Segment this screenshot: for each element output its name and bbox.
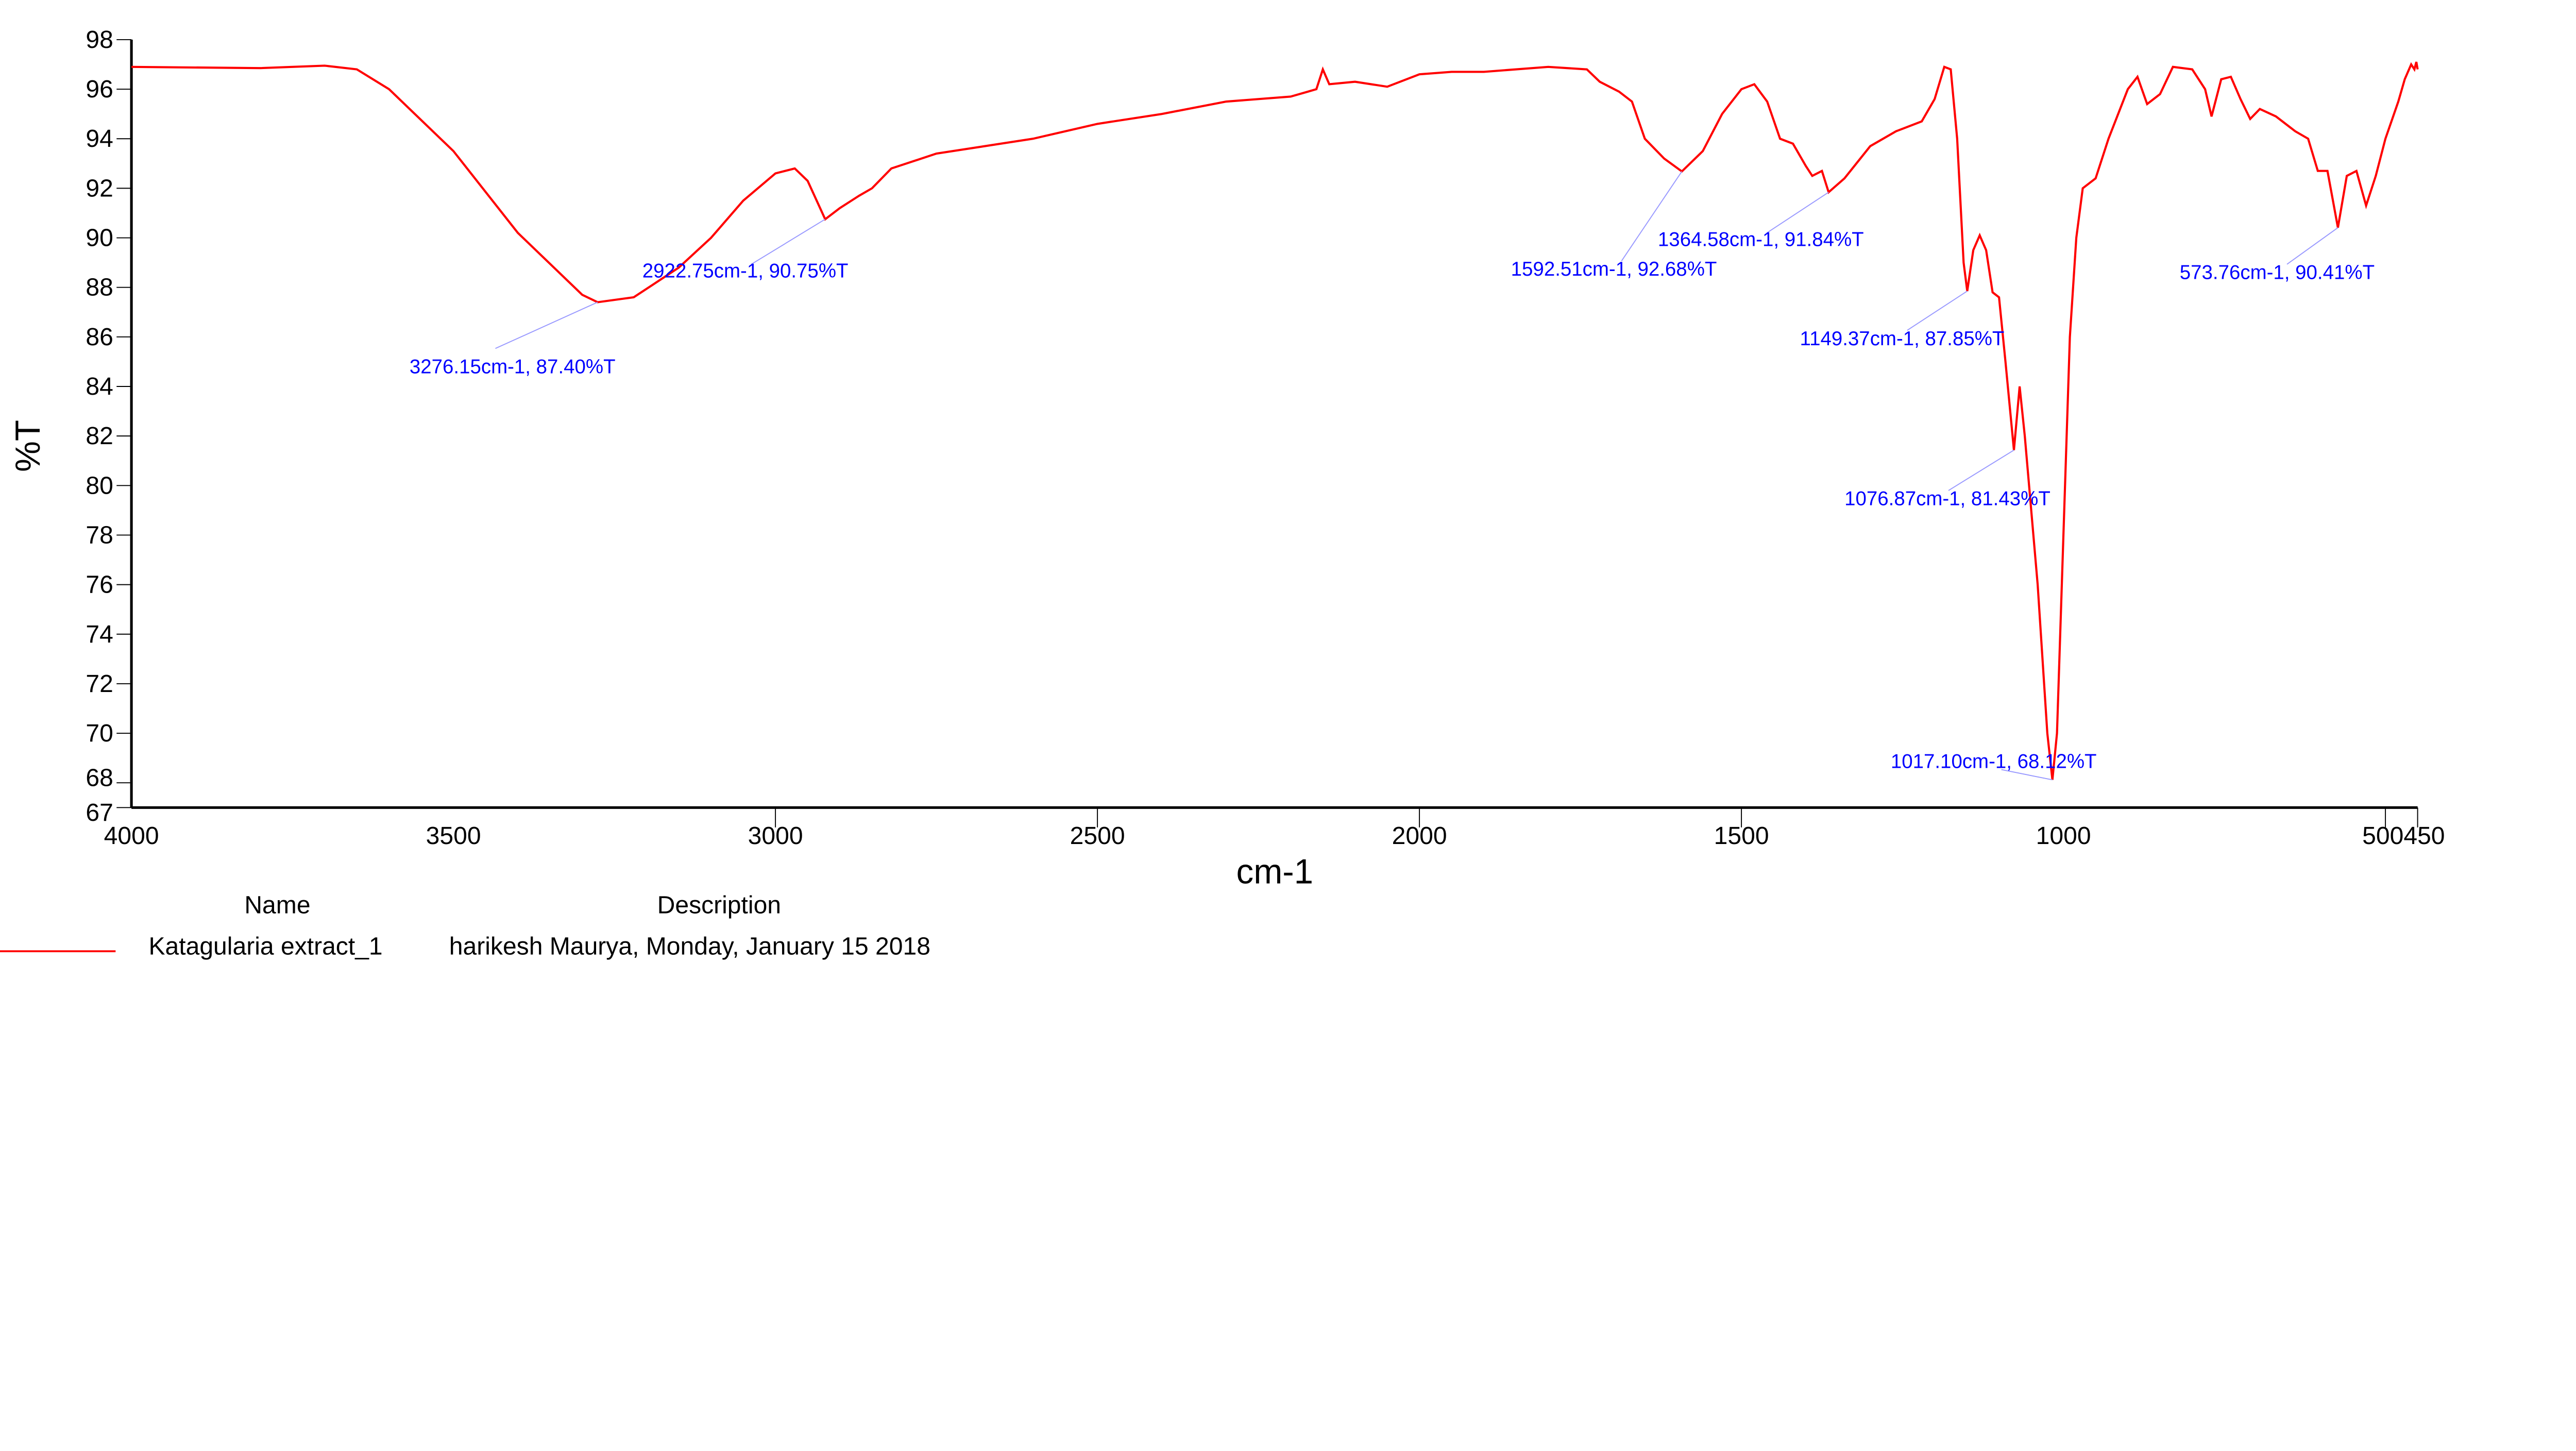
annotation-leader-line <box>1766 192 1829 233</box>
annotation-label: 1364.58cm-1, 91.84%T <box>1658 229 1864 251</box>
annotation-label: 1017.10cm-1, 68.12%T <box>1891 750 2097 772</box>
y-tick-label: 82 <box>86 422 113 450</box>
y-tick-label: 88 <box>86 274 113 301</box>
x-tick-label: 3500 <box>426 822 481 850</box>
annotation-leader-line <box>751 218 826 265</box>
y-tick-label: 67 <box>86 799 113 826</box>
x-tick-label: 4000 <box>104 822 159 850</box>
y-tick-label: 80 <box>86 471 113 499</box>
annotation-label: 3276.15cm-1, 87.40%T <box>410 356 616 378</box>
annotation-label: 1592.51cm-1, 92.68%T <box>1511 258 1717 280</box>
legend-description-header: Description <box>657 891 781 919</box>
annotation-label: 2922.75cm-1, 90.75%T <box>642 260 849 282</box>
x-tick-label: 500 <box>2362 822 2403 850</box>
y-tick-label: 74 <box>86 620 113 648</box>
legend-name-header: Name <box>244 891 310 919</box>
y-tick-label: 96 <box>86 75 113 103</box>
annotation-leader-line <box>2001 769 2053 781</box>
annotation-label: 1076.87cm-1, 81.43%T <box>1844 488 2050 510</box>
x-tick-label: 450 <box>2403 822 2445 850</box>
y-tick-label: 72 <box>86 670 113 698</box>
axes <box>130 39 2418 809</box>
y-tick-label: 68 <box>86 764 113 792</box>
annotation-leader-line <box>1621 171 1683 261</box>
peak-annotations: 3276.15cm-1, 87.40%T 2922.75cm-1, 90.75%T… <box>410 171 2375 781</box>
legend-entry-description: harikesh Maurya, Monday, January 15 2018 <box>449 933 930 960</box>
y-tick-label: 98 <box>86 26 113 54</box>
x-tick-label: 3000 <box>748 822 803 850</box>
y-tick-label: 84 <box>86 373 113 400</box>
annotation-label: 573.76cm-1, 90.41%T <box>2180 262 2375 284</box>
x-axis-title: cm-1 <box>1236 853 1314 891</box>
y-tick-label: 94 <box>86 125 113 153</box>
y-tick-label: 76 <box>86 571 113 599</box>
spectrum-line <box>131 61 2419 780</box>
y-tick-label: 78 <box>86 521 113 549</box>
legend-entry-name: Katagularia extract_1 <box>148 933 382 960</box>
y-tick-label: 70 <box>86 719 113 747</box>
y-axis-title: %T <box>9 420 47 472</box>
x-tick-label: 2500 <box>1070 822 1125 850</box>
annotation-leader-line <box>2286 227 2338 265</box>
ir-spectrum-chart: 98 96 94 92 90 88 86 84 82 80 78 76 74 72 70 68 67 4000 3… <box>0 26 2445 960</box>
y-tick-label: 92 <box>86 174 113 202</box>
annotation-leader-line <box>1948 449 2014 491</box>
annotation-leader-line <box>495 301 598 349</box>
x-tick-label: 2000 <box>1392 822 1447 850</box>
y-tick-label: 90 <box>86 224 113 252</box>
legend: Name Description Katagularia extract_1 h… <box>0 891 930 960</box>
y-tick-label: 86 <box>86 323 113 351</box>
x-tick-label: 1000 <box>2036 822 2091 850</box>
y-axis-ticks: 98 96 94 92 90 88 86 84 82 80 78 76 74 72 70 68 67 <box>86 26 132 826</box>
annotation-leader-line <box>1907 291 1968 331</box>
x-tick-label: 1500 <box>1714 822 1769 850</box>
annotation-label: 1149.37cm-1, 87.85%T <box>1800 328 2005 350</box>
x-axis-ticks: 4000 3500 3000 2500 2000 1500 1000 500 450 <box>104 807 2445 850</box>
